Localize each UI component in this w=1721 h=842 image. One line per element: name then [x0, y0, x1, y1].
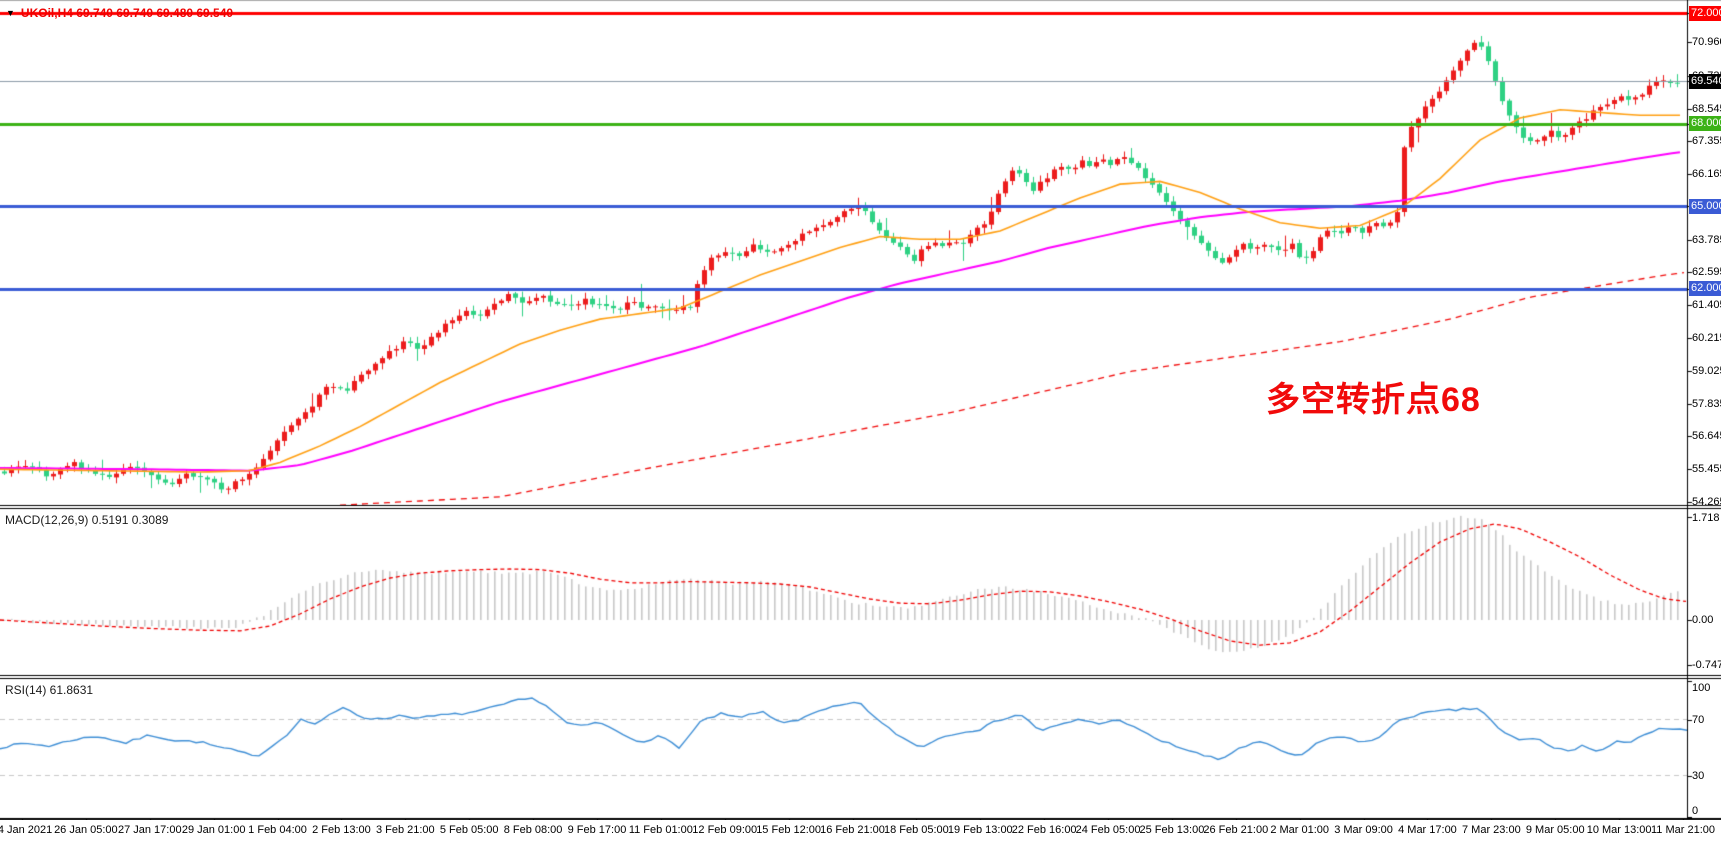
time-axis-label: 2 Feb 13:00 [312, 824, 371, 836]
time-axis-label: 4 Mar 17:00 [1398, 824, 1457, 836]
time-axis-label: 7 Mar 23:00 [1461, 824, 1521, 836]
price-axis[interactable]: 70.96069.73568.54567.35566.16563.78562.5… [1687, 0, 1721, 818]
price-tick-label: 62.595 [1692, 266, 1721, 279]
time-axis-label: 18 Feb 05:00 [883, 824, 949, 836]
rsi-axis-label: 0 [1692, 805, 1699, 817]
time-axis-label: 10 Mar 13:00 [1586, 824, 1652, 836]
macd-label: MACD(12,26,9) 0.5191 0.3089 [5, 513, 169, 527]
time-axis-label: 24 Feb 05:00 [1075, 824, 1141, 836]
price-level-tag: 68.000 [1689, 116, 1721, 132]
macd-axis-label: 0.00 [1692, 614, 1714, 626]
macd-axis-label: -0.7475 [1692, 658, 1721, 671]
time-axis-label: 5 Feb 05:00 [439, 824, 499, 836]
time-axis-label: 15 Feb 12:00 [756, 824, 822, 836]
price-tick-label: 63.785 [1692, 233, 1721, 246]
rsi-axis-label: 30 [1692, 769, 1705, 782]
time-axis-label: 11 Feb 01:00 [628, 824, 693, 836]
time-axis-label: 8 Feb 08:00 [503, 824, 563, 836]
price-tick-label: 59.025 [1692, 364, 1721, 377]
price-tick-label: 54.265 [1692, 495, 1721, 508]
rsi-axis-label: 100 [1692, 682, 1711, 694]
price-tick-label: 70.960 [1692, 36, 1721, 48]
dropdown-triangle-icon[interactable]: ▼ [6, 8, 15, 18]
time-axis-label: 19 Feb 13:00 [947, 824, 1013, 836]
quote-text: UKOil,H4 69.740 69.740 69.480 69.540 [20, 6, 234, 20]
price-level-tag: 65.000 [1689, 198, 1721, 214]
time-axis-label: 26 Jan 05:00 [54, 824, 118, 836]
price-tick-label: 56.645 [1692, 430, 1721, 443]
current-price-tag: 69.540 [1689, 73, 1721, 89]
price-tick-label: 66.165 [1692, 168, 1721, 181]
rsi-label: RSI(14) 61.8631 [5, 683, 94, 697]
chart-annotation-text[interactable]: 多空转折点68 [1266, 381, 1481, 419]
price-tick-label: 67.355 [1692, 135, 1721, 148]
macd-axis-label: 1.718 [1692, 512, 1720, 524]
time-axis-label: 24 Jan 2021 [0, 824, 53, 836]
rsi-panel[interactable] [0, 680, 1687, 818]
price-level-tag: 62.000 [1689, 281, 1721, 297]
time-axis-label: 27 Jan 17:00 [117, 824, 182, 836]
time-axis-label: 26 Feb 21:00 [1203, 824, 1269, 836]
time-axis-label: 2 Mar 01:00 [1270, 824, 1330, 836]
macd-panel[interactable] [0, 510, 1687, 675]
time-axis-label: 12 Feb 09:00 [692, 824, 758, 836]
time-axis-label: 16 Feb 21:00 [820, 824, 885, 836]
rsi-axis-label: 70 [1692, 713, 1705, 726]
price-tick-label: 57.835 [1692, 397, 1721, 410]
time-axis-label: 3 Feb 21:00 [375, 824, 435, 836]
time-axis-label: 29 Jan 01:00 [181, 824, 246, 836]
time-axis-label: 1 Feb 04:00 [248, 824, 307, 836]
price-tick-label: 55.455 [1692, 463, 1721, 476]
price-level-tag: 72.000 [1689, 5, 1721, 21]
time-axis-label: 9 Feb 17:00 [567, 824, 627, 836]
time-axis-label: 25 Feb 13:00 [1139, 824, 1205, 836]
price-tick-label: 68.545 [1692, 102, 1721, 115]
price-tick-label: 61.405 [1692, 299, 1721, 312]
time-axis-label: 3 Mar 09:00 [1334, 824, 1393, 836]
price-tick-label: 60.215 [1692, 332, 1721, 345]
quote-header: ▼ UKOil,H4 69.740 69.740 69.480 69.540 [6, 6, 233, 20]
time-axis-label: 22 Feb 16:00 [1011, 824, 1077, 836]
time-axis-label: 11 Mar 21:00 [1650, 824, 1716, 836]
price-chart-panel[interactable] [0, 0, 1687, 505]
time-axis-label: 9 Mar 05:00 [1525, 824, 1585, 836]
